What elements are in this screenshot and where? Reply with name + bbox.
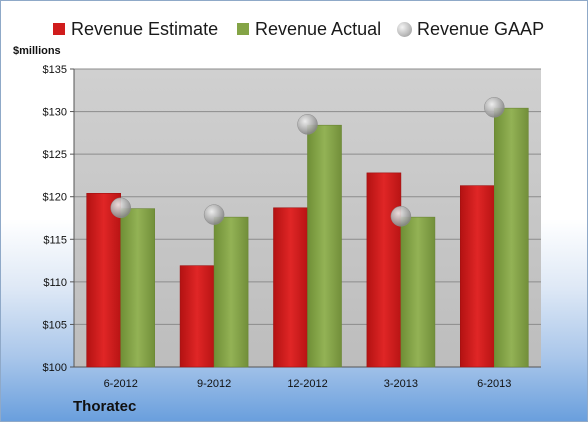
marker-revenue-gaap (390, 206, 412, 227)
marker-revenue-gaap (484, 97, 505, 118)
x-tick-label: 9-2012 (197, 378, 231, 390)
y-tick-label: $105 (43, 319, 67, 331)
y-tick-label: $120 (43, 192, 67, 204)
legend-label-revenue-actual: Revenue Actual (255, 18, 382, 39)
y-tick-label: $100 (43, 362, 67, 374)
y-tick-label: $135 (43, 64, 67, 76)
x-tick-label: 12-2012 (287, 378, 327, 390)
y-tick-label: $130 (43, 107, 67, 119)
marker-revenue-gaap (203, 204, 225, 225)
bar-revenue-estimate (179, 265, 215, 368)
legend-swatch-revenue-gaap (397, 21, 412, 37)
y-axis-units-label: $millions (13, 45, 61, 57)
legend-label-revenue-estimate: Revenue Estimate (71, 18, 219, 39)
bar-revenue-actual (213, 216, 249, 368)
legend-item-revenue-estimate: Revenue Estimate (53, 18, 218, 40)
legend-label-revenue-gaap: Revenue GAAP (417, 18, 545, 39)
legend-swatch-revenue-actual (237, 23, 249, 35)
legend-item-revenue-gaap: Revenue GAAP (397, 18, 544, 40)
marker-revenue-gaap (297, 114, 318, 135)
legend: Revenue Estimate Revenue Actual Revenue … (1, 1, 587, 41)
y-tick-label: $110 (43, 277, 67, 289)
bar-revenue-actual (120, 208, 155, 368)
legend-swatch-revenue-estimate (53, 23, 65, 35)
bar-revenue-estimate (366, 172, 402, 368)
bar-revenue-actual (400, 216, 436, 368)
bar-revenue-actual (307, 124, 342, 368)
marker-revenue-gaap (110, 197, 131, 219)
legend-item-revenue-actual: Revenue Actual (237, 18, 381, 40)
bar-revenue-estimate (459, 185, 495, 368)
y-tick-label: $115 (43, 234, 67, 246)
y-tick-label: $125 (43, 149, 67, 161)
bar-revenue-actual (493, 107, 529, 368)
bar-revenue-estimate (86, 193, 121, 368)
x-tick-label: 6-2013 (477, 378, 511, 390)
company-name: Thoratec (73, 398, 137, 415)
bar-revenue-estimate (273, 207, 308, 368)
x-tick-label: 3-2013 (384, 378, 418, 390)
x-tick-label: 6-2012 (104, 378, 138, 390)
